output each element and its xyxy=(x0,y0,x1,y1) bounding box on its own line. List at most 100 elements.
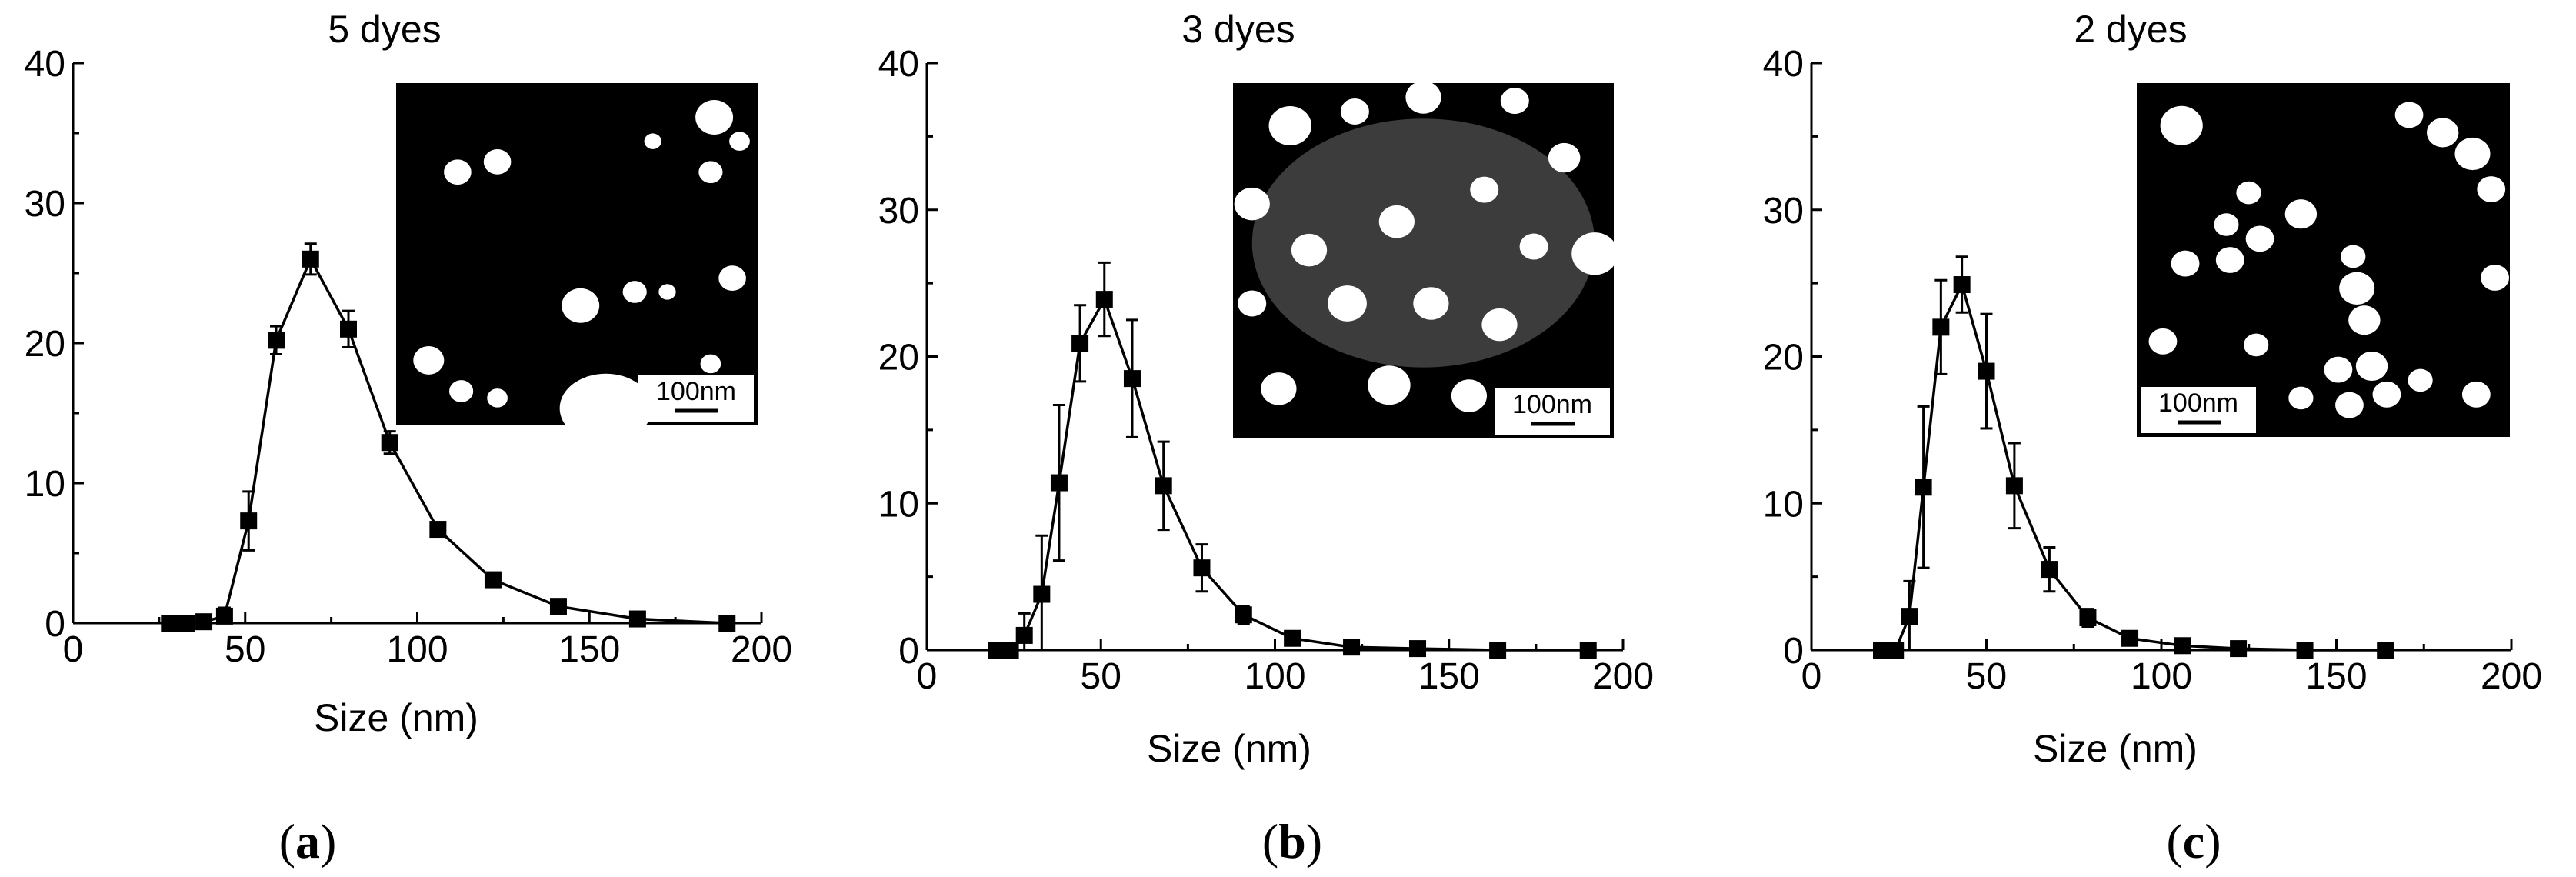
data-point xyxy=(1932,318,1950,336)
data-point xyxy=(302,250,319,268)
data-point xyxy=(2079,609,2097,627)
x-tick-label: 200 xyxy=(1592,656,1654,697)
data-point xyxy=(1901,608,1918,625)
inset-particle xyxy=(1328,285,1367,322)
inset-particle xyxy=(2348,305,2381,335)
inset-particle xyxy=(2372,381,2401,408)
inset-particle xyxy=(1234,187,1270,221)
inset-particle xyxy=(622,281,647,303)
data-point xyxy=(381,434,398,452)
x-tick-label: 150 xyxy=(2305,656,2367,697)
data-point xyxy=(1015,626,1033,644)
data-point xyxy=(429,521,447,539)
data-point xyxy=(195,613,213,631)
data-point xyxy=(628,610,646,628)
y-tick-label: 0 xyxy=(898,631,919,672)
data-point xyxy=(215,607,233,625)
inset-particle xyxy=(2339,272,2375,305)
panel-b: 0 10 20 30 40 0 50 100 150 200 3 dyes Size (nm) 100n… xyxy=(878,8,1654,869)
data-point xyxy=(1978,362,1995,380)
inset-particle xyxy=(1481,308,1518,342)
panel-label-close: ) xyxy=(320,814,336,869)
x-tick-label: 50 xyxy=(1081,656,1121,697)
data-point xyxy=(1953,276,1971,294)
afm-inset-image: 100nm xyxy=(2137,83,2510,437)
x-tick-label: 100 xyxy=(2131,656,2192,697)
inset-particle xyxy=(1261,372,1297,405)
y-tick-label: 20 xyxy=(878,338,919,378)
data-point xyxy=(2296,642,2314,659)
inset-particle xyxy=(2236,181,2261,205)
inset-particle xyxy=(1571,232,1618,275)
data-point xyxy=(1155,477,1172,495)
data-point xyxy=(2174,637,2191,655)
y-tick-label: 20 xyxy=(25,324,65,365)
data-point xyxy=(161,615,178,632)
x-tick-label: 50 xyxy=(1966,656,2007,697)
inset-particle xyxy=(2341,245,2366,268)
panel-label: (a) xyxy=(279,814,337,869)
inset-particle xyxy=(562,288,600,323)
inset-particle xyxy=(698,161,723,184)
x-axis-label: Size (nm) xyxy=(1147,727,1311,770)
x-tick-label: 0 xyxy=(1801,656,1822,697)
panel-label-open: ( xyxy=(1262,814,1278,869)
y-tick-label: 40 xyxy=(25,44,65,85)
chart-title: 5 dyes xyxy=(328,8,441,51)
panel-label-letter: a xyxy=(295,814,320,869)
inset-particle xyxy=(2408,368,2433,392)
data-point xyxy=(2230,640,2248,658)
inset-particle xyxy=(1519,233,1548,260)
panel-label-letter: c xyxy=(2183,814,2204,869)
inset-particle xyxy=(1378,205,1415,238)
inset-particle xyxy=(413,346,445,375)
x-tick-label: 0 xyxy=(63,629,84,670)
inset-particle xyxy=(2214,213,2239,236)
panel-a: 0 10 20 30 40 0 50 100 150 200 5 dyes Size (nm) 100n… xyxy=(25,8,792,869)
inset-particle xyxy=(1451,379,1487,412)
data-point xyxy=(1887,642,1905,659)
y-tick-label: 30 xyxy=(25,184,65,225)
inset-particle xyxy=(1413,287,1449,320)
inset-particle xyxy=(2171,250,2200,277)
inset-particle xyxy=(2355,351,2388,382)
scale-bar-label: 100nm xyxy=(656,377,736,406)
scale-bar-label: 100nm xyxy=(1512,390,1592,419)
panel-label-open: ( xyxy=(2166,814,2182,869)
scale-bar-box xyxy=(1495,388,1610,435)
data-point xyxy=(178,615,195,632)
data-point xyxy=(549,598,567,615)
y-tick-label: 30 xyxy=(878,191,919,232)
panel-label-open: ( xyxy=(279,814,295,869)
x-axis-label: Size (nm) xyxy=(2033,727,2198,770)
data-point xyxy=(268,332,285,349)
inset-particle xyxy=(1238,290,1267,317)
x-tick-label: 100 xyxy=(386,629,448,670)
inset-particle xyxy=(2245,225,2274,252)
inset-particle xyxy=(1548,142,1581,173)
inset-particle xyxy=(2284,199,2318,229)
inset-particle xyxy=(2148,328,2178,355)
data-point xyxy=(240,512,258,530)
data-point xyxy=(1071,335,1089,352)
inset-particle xyxy=(2160,105,2203,145)
y-tick-label: 0 xyxy=(45,604,65,645)
inset-particle xyxy=(729,132,750,151)
inset-particle xyxy=(559,373,652,443)
x-tick-label: 200 xyxy=(2481,656,2542,697)
data-point xyxy=(2121,629,2139,647)
data-point xyxy=(340,320,357,338)
inset-particle xyxy=(2288,386,2314,410)
inset-particle xyxy=(1268,105,1311,145)
chart-title: 2 dyes xyxy=(2074,8,2187,51)
inset-particle xyxy=(1405,81,1441,114)
data-point xyxy=(1033,585,1051,603)
panel-label: (b) xyxy=(1262,814,1322,869)
inset-particle xyxy=(487,388,508,408)
data-point xyxy=(1001,642,1019,659)
data-point xyxy=(1235,606,1252,624)
scale-bar-box xyxy=(2141,387,2256,433)
data-point xyxy=(1050,474,1068,492)
x-tick-label: 50 xyxy=(225,629,265,670)
inset-particle xyxy=(2477,176,2506,202)
